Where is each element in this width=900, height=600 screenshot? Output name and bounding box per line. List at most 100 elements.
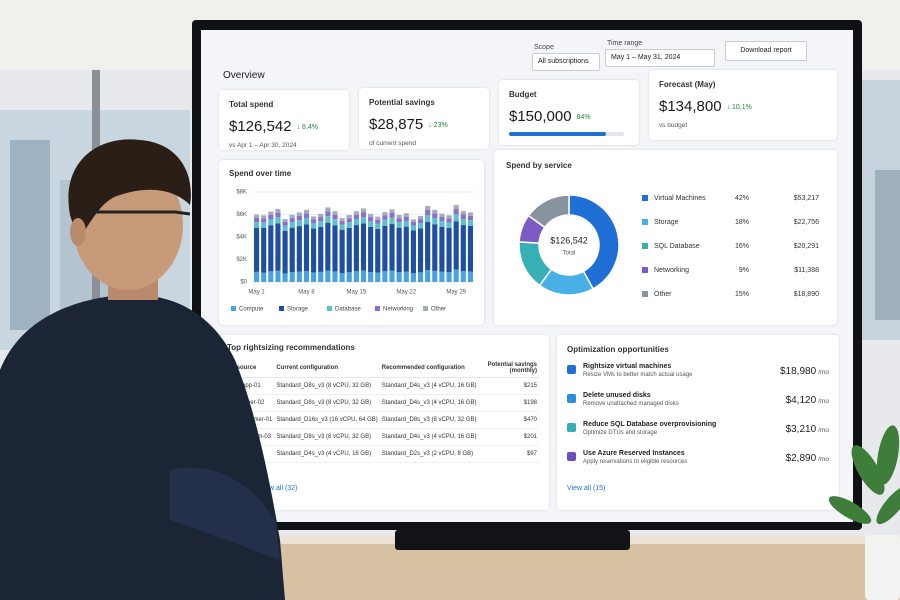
table-cell: $201 <box>478 428 539 446</box>
bar-segment <box>325 211 331 217</box>
amount-unit: /mo <box>818 398 829 405</box>
range-dropdown[interactable]: May 1 – May 31, 2024 <box>605 49 715 67</box>
kpi-delta: ↓ 10.1% <box>726 103 752 111</box>
amount-unit: /mo <box>818 427 829 434</box>
amount-label: $22,756 <box>794 219 819 226</box>
legend-swatch <box>231 306 236 311</box>
view-all-link[interactable]: View all (15) <box>567 485 606 492</box>
bar-segment <box>396 227 402 273</box>
kpi-note: vs Apr 1 – Apr 30, 2024 <box>229 142 297 149</box>
value-label: 15% <box>735 291 749 298</box>
bar-segment <box>311 219 317 224</box>
bar-segment <box>375 216 381 220</box>
bar-segment <box>332 211 338 215</box>
kpi-label: Total spend <box>229 100 274 109</box>
opportunity-subtitle: Resize VMs to better match actual usage <box>583 372 693 378</box>
bar-segment <box>346 227 352 273</box>
bar-segment <box>396 272 402 282</box>
opportunity-title: Use Azure Reserved Instances <box>583 450 685 457</box>
kpi-number: $150,000 <box>509 108 572 125</box>
bar-segment <box>439 216 445 222</box>
progress-bar <box>509 132 606 136</box>
bar-segment <box>446 272 452 282</box>
table-cell: web-app-01 <box>227 377 275 395</box>
legend-swatch <box>279 306 284 311</box>
bar-segment <box>253 271 260 282</box>
donut-center-value: $126,542 <box>550 235 588 245</box>
x-tick-label: May 15 <box>347 290 367 296</box>
kpi-number: $134,800 <box>659 98 722 115</box>
bar-segment <box>268 219 274 226</box>
bar-segment <box>425 215 431 222</box>
table-cell: Standard_D4s_v3 (4 vCPU, 16 GB) <box>379 394 479 412</box>
value-label: 18% <box>735 219 749 226</box>
kpi-card: Forecast (May) $134,800 ↓ 10.1% vs budget <box>649 70 837 140</box>
opportunity-amount: $2,890/mo <box>786 453 829 464</box>
amount-value: $2,890 <box>785 453 817 464</box>
bar-segment <box>403 226 409 272</box>
bar-segment <box>303 209 310 214</box>
bar-segment <box>439 226 445 272</box>
bar-segment <box>467 271 474 282</box>
view-all-link[interactable]: View all (32) <box>259 485 298 492</box>
bar-segment <box>432 270 438 282</box>
bar-segment <box>289 272 295 282</box>
bar-segment <box>432 213 438 218</box>
amount-label: $11,388 <box>794 267 819 274</box>
bar-segment <box>275 212 281 218</box>
table-cell: $470 <box>478 411 539 429</box>
bar-segment <box>375 223 381 229</box>
opportunity-icon <box>567 452 576 461</box>
table-row: batch-worker-01 Standard_D16s_v3 (16 vCPU… <box>227 411 539 429</box>
table-cell: batch-worker-01 <box>227 411 275 429</box>
bar-segment <box>403 220 409 227</box>
table-cell: Standard_D8s_v3 (8 vCPU, 32 GB) <box>274 428 380 446</box>
scope-dropdown[interactable]: All subscriptions <box>532 53 600 71</box>
bar-segment <box>332 219 338 226</box>
bar-segment <box>375 272 381 282</box>
x-tick-label: May 22 <box>396 290 416 296</box>
amount-value: $3,210 <box>785 424 817 435</box>
bar-segment <box>410 230 416 274</box>
bar-segment <box>318 221 324 227</box>
bar-segment <box>282 225 288 231</box>
bar-segment <box>425 209 431 216</box>
progress-track <box>509 132 624 136</box>
kpi-label: Forecast (May) <box>659 80 716 89</box>
bar-segment <box>311 272 317 282</box>
spend-over-time-card: Spend over time $0 $2K $4K $6K $8K May 1 May 8… <box>219 160 484 325</box>
table-row: web-app-01 Standard_D8s_v3 (8 vCPU, 32 GB… <box>227 377 539 395</box>
bar-segment <box>346 222 352 228</box>
bar-segment <box>261 218 267 223</box>
bar-segment <box>467 220 474 226</box>
bar-segment <box>360 216 367 224</box>
bar-segment <box>353 219 359 226</box>
bar-segment <box>275 208 281 213</box>
table-cell: Standard_D16s_v3 (16 vCPU, 64 GB) <box>274 411 380 429</box>
opportunity-subtitle: Optimize DTUs and storage <box>583 430 658 436</box>
download-button[interactable]: Download report <box>725 41 807 61</box>
bar-segment <box>460 219 466 226</box>
amount-value: $4,120 <box>785 395 817 406</box>
bar-segment <box>289 222 295 228</box>
bar-segment <box>389 224 395 271</box>
amount-label: $53,217 <box>794 195 819 202</box>
bar-segment <box>396 218 402 223</box>
table-cell: Standard_D2s_v3 (2 vCPU, 8 GB) <box>379 445 479 463</box>
header-row: Resource Current configuration Recommended… <box>227 359 539 378</box>
kpi-value: $126,542 ↓ 8.4% <box>229 118 318 135</box>
column-header: Recommended configuration <box>379 359 479 378</box>
bar-segment <box>460 271 466 282</box>
bar-segment <box>389 270 395 282</box>
kpi-label: Potential savings <box>369 98 435 107</box>
legend-label: Virtual Machines <box>654 195 706 202</box>
bar-segment <box>268 214 274 220</box>
bar-segment <box>467 225 474 272</box>
bar-segment <box>453 205 459 210</box>
bar-segment <box>432 209 438 214</box>
opportunity-subtitle: Remove unattached managed disks <box>583 401 679 407</box>
bar-segment <box>275 223 281 271</box>
table-cell: Standard_D4s_v3 (4 vCPU, 16 GB) <box>274 445 380 463</box>
y-tick-label: $8K <box>236 190 247 196</box>
